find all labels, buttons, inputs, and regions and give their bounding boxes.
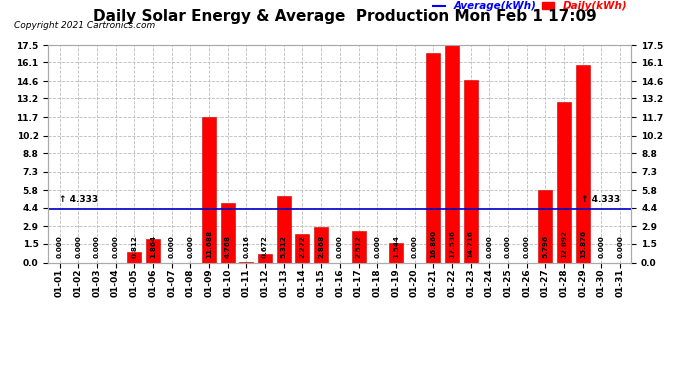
- Text: 01-17: 01-17: [354, 268, 363, 297]
- Bar: [258, 254, 272, 262]
- Text: 0.000: 0.000: [94, 236, 100, 258]
- Text: 16.860: 16.860: [431, 230, 436, 258]
- Bar: [295, 234, 309, 262]
- Text: 11.688: 11.688: [206, 230, 212, 258]
- Text: 01-05: 01-05: [130, 268, 139, 297]
- Text: 01-13: 01-13: [279, 268, 288, 297]
- Text: 0.000: 0.000: [112, 236, 119, 258]
- Text: 2.512: 2.512: [355, 235, 362, 258]
- Text: 01-19: 01-19: [391, 268, 400, 297]
- Text: 01-27: 01-27: [541, 268, 550, 297]
- Bar: [445, 45, 459, 262]
- Bar: [557, 102, 571, 262]
- Text: 01-09: 01-09: [204, 268, 213, 297]
- Text: 01-28: 01-28: [560, 268, 569, 297]
- Text: 01-20: 01-20: [410, 268, 419, 297]
- Text: Copyright 2021 Cartronics.com: Copyright 2021 Cartronics.com: [14, 21, 155, 30]
- Bar: [202, 117, 216, 262]
- Text: 01-03: 01-03: [92, 268, 101, 297]
- Text: 5.312: 5.312: [281, 235, 287, 258]
- Text: 0.000: 0.000: [168, 236, 175, 258]
- Bar: [351, 231, 366, 262]
- Text: 01-01: 01-01: [55, 268, 64, 297]
- Text: 01-07: 01-07: [167, 268, 176, 297]
- Text: 01-08: 01-08: [186, 268, 195, 297]
- Text: 01-10: 01-10: [223, 268, 233, 297]
- Text: 0.672: 0.672: [262, 235, 268, 258]
- Text: 0.000: 0.000: [374, 236, 380, 258]
- Text: 0.000: 0.000: [187, 236, 193, 258]
- Bar: [127, 252, 141, 262]
- Text: 4.768: 4.768: [225, 235, 230, 258]
- Text: 01-04: 01-04: [111, 268, 120, 297]
- Text: 14.716: 14.716: [468, 230, 473, 258]
- Text: 0.000: 0.000: [486, 236, 493, 258]
- Text: 01-24: 01-24: [485, 268, 494, 297]
- Text: 0.000: 0.000: [617, 236, 623, 258]
- Text: 01-14: 01-14: [298, 268, 307, 297]
- Text: 01-29: 01-29: [578, 268, 587, 297]
- Text: 01-21: 01-21: [428, 268, 437, 297]
- Bar: [538, 190, 553, 262]
- Text: Daily Solar Energy & Average  Production Mon Feb 1 17:09: Daily Solar Energy & Average Production …: [93, 9, 597, 24]
- Bar: [464, 80, 477, 262]
- Text: 0.000: 0.000: [524, 236, 530, 258]
- Bar: [575, 65, 590, 262]
- Text: 01-11: 01-11: [242, 268, 251, 297]
- Text: 01-31: 01-31: [615, 268, 624, 297]
- Text: 01-06: 01-06: [148, 268, 157, 297]
- Text: 12.892: 12.892: [561, 230, 567, 258]
- Text: ↑ 4.333: ↑ 4.333: [581, 195, 620, 204]
- Text: 1.544: 1.544: [393, 235, 399, 258]
- Text: 0.016: 0.016: [244, 235, 249, 258]
- Text: 01-18: 01-18: [373, 268, 382, 297]
- Text: 01-22: 01-22: [447, 268, 457, 297]
- Legend: Average(kWh), Daily(kWh): Average(kWh), Daily(kWh): [428, 0, 631, 15]
- Text: 01-25: 01-25: [504, 268, 513, 297]
- Text: 01-12: 01-12: [261, 268, 270, 297]
- Text: 01-26: 01-26: [522, 268, 531, 297]
- Bar: [277, 196, 290, 262]
- Bar: [314, 227, 328, 262]
- Bar: [221, 203, 235, 262]
- Text: 1.864: 1.864: [150, 235, 156, 258]
- Text: 0.000: 0.000: [57, 236, 63, 258]
- Text: 01-23: 01-23: [466, 268, 475, 297]
- Text: 0.812: 0.812: [131, 235, 137, 258]
- Text: 0.000: 0.000: [505, 236, 511, 258]
- Text: 17.536: 17.536: [449, 230, 455, 258]
- Bar: [389, 243, 403, 262]
- Text: 0.000: 0.000: [598, 236, 604, 258]
- Text: 01-30: 01-30: [597, 268, 606, 297]
- Text: 15.876: 15.876: [580, 230, 586, 258]
- Text: 01-15: 01-15: [317, 268, 326, 297]
- Text: 2.868: 2.868: [318, 235, 324, 258]
- Text: 2.272: 2.272: [299, 236, 306, 258]
- Text: 01-16: 01-16: [335, 268, 344, 297]
- Text: 0.000: 0.000: [411, 236, 417, 258]
- Bar: [426, 53, 440, 262]
- Text: 0.000: 0.000: [75, 236, 81, 258]
- Text: 01-02: 01-02: [74, 268, 83, 297]
- Bar: [146, 239, 160, 262]
- Text: 0.000: 0.000: [337, 236, 343, 258]
- Text: ↑ 4.333: ↑ 4.333: [59, 195, 99, 204]
- Text: 5.796: 5.796: [542, 235, 549, 258]
